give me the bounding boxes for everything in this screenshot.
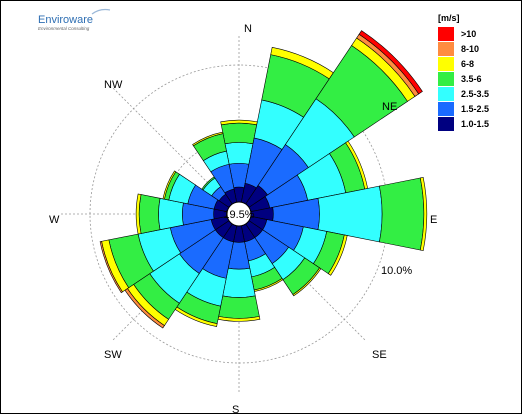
logo-subtitle: Environmental Consulting <box>38 26 90 31</box>
legend-label: 6-8 <box>461 59 474 69</box>
legend-swatch <box>438 57 454 71</box>
logo-title: Enviroware <box>38 14 93 26</box>
sector-w-bin-3 <box>138 194 161 234</box>
compass-label-sw: SW <box>104 349 122 361</box>
compass-label-n: N <box>244 23 252 35</box>
legend-title: [m/s] <box>438 13 460 23</box>
legend-label: 2.5-3.5 <box>461 89 489 99</box>
sector-ne-bin-6 <box>358 30 423 95</box>
legend-swatch <box>438 102 454 116</box>
sector-wnw-bin-4 <box>162 170 177 200</box>
calm-circle <box>226 201 252 227</box>
compass-label-w: W <box>49 214 60 226</box>
sector-n-bin-2 <box>224 142 254 165</box>
sector-ese-bin-4 <box>327 234 348 276</box>
sectors <box>99 30 428 329</box>
legend-swatch <box>438 72 454 86</box>
sector-wsw-bin-5 <box>99 240 123 294</box>
logo: Enviroware Environmental Consulting <box>38 8 111 31</box>
legend-label: 1.5-2.5 <box>461 104 489 114</box>
legend-label: 1.0-1.5 <box>461 119 489 129</box>
sector-n-bin-3 <box>220 122 258 145</box>
ring-label: 10.0% <box>381 265 412 277</box>
sector-e-bin-3 <box>379 177 425 251</box>
compass-label-nw: NW <box>104 79 123 91</box>
legend-swatch <box>438 42 454 56</box>
sector-nnw-bin-4 <box>192 131 224 147</box>
sector-w-bin-4 <box>135 193 142 235</box>
legend-label: >10 <box>461 29 476 39</box>
compass-label-e: E <box>430 214 437 226</box>
compass-label-ne: NE <box>382 101 397 113</box>
compass-label-s: S <box>232 404 239 414</box>
legend-label: 8-10 <box>461 44 479 54</box>
legend-swatch <box>438 27 454 41</box>
logo-swoosh-icon <box>91 8 111 15</box>
calm-label: 19.5% <box>223 209 254 221</box>
legend: [m/s] >10 8-10 6-8 3.5-6 2.5-3.5 1.5-2.5 1.0-1… <box>438 13 489 131</box>
sector-se-bin-4 <box>292 267 322 297</box>
legend-label: 3.5-6 <box>461 74 482 84</box>
legend-swatch <box>438 117 454 131</box>
sector-e-bin-4 <box>419 177 428 251</box>
sector-s-bin-3 <box>218 295 260 319</box>
compass-label-se: SE <box>372 349 387 361</box>
sector-w-bin-2 <box>158 197 184 231</box>
legend-swatch <box>438 87 454 101</box>
